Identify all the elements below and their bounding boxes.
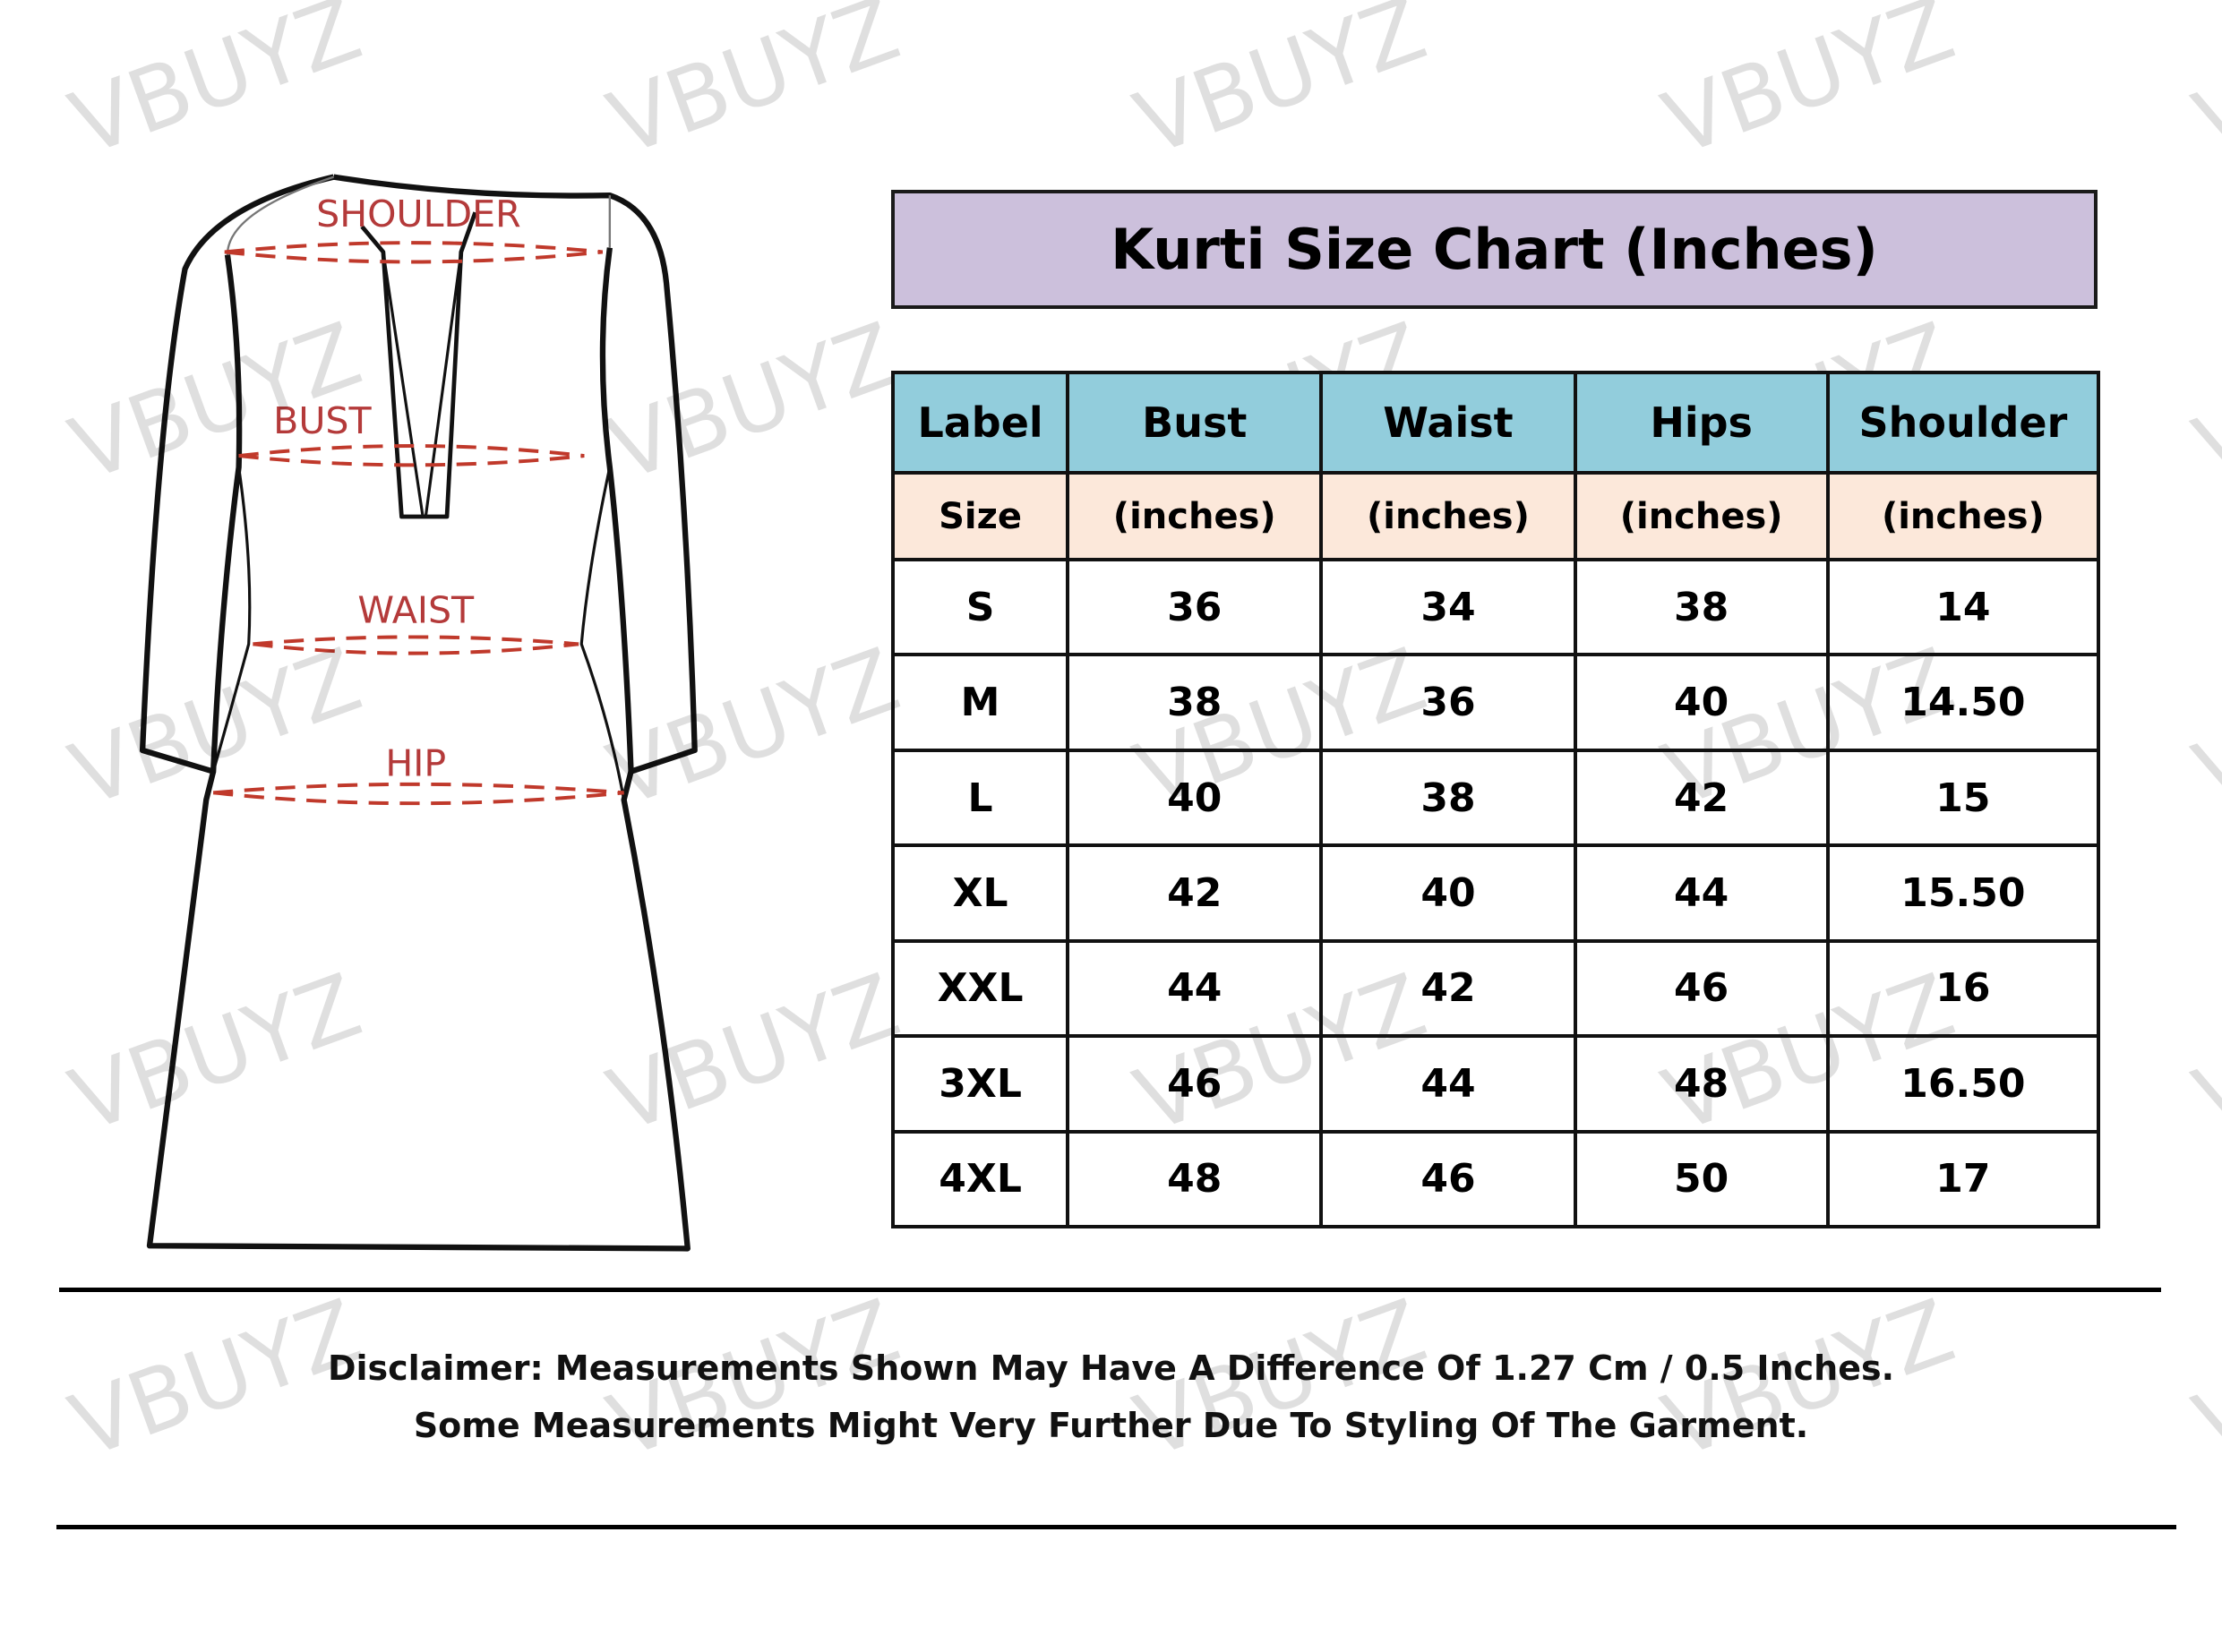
cell-shoulder: 15.50	[1825, 843, 2101, 943]
watermark-text: VBUYZ	[58, 954, 373, 1152]
shoulder-label: SHOULDER	[316, 193, 520, 235]
divider-bottom	[56, 1525, 2176, 1529]
measure-lines	[212, 241, 624, 806]
cell-waist: 46	[1319, 1129, 1577, 1229]
cell-bust: 38	[1066, 653, 1324, 752]
cell-waist: 44	[1319, 1034, 1577, 1134]
cell-hips: 42	[1573, 748, 1830, 848]
cell-waist: 34	[1319, 557, 1577, 657]
chart-title-box: Kurti Size Chart (Inches)	[891, 190, 2098, 309]
unit-bust: (inches)	[1066, 471, 1324, 561]
divider-top	[59, 1288, 2161, 1292]
cell-shoulder: 16	[1825, 938, 2101, 1039]
cell-bust: 36	[1066, 557, 1324, 657]
units-row: Size (inches) (inches) (inches) (inches)	[890, 471, 2101, 561]
watermark-text: VBUYZ	[1651, 0, 1967, 175]
hip-label: HIP	[385, 741, 446, 784]
waist-label: WAIST	[357, 589, 475, 632]
watermark-text: VBUYZ	[58, 304, 373, 501]
size-table: Label Bust Waist Hips Shoulder Size (inc…	[890, 370, 2101, 1229]
cell-waist: 36	[1319, 653, 1577, 752]
cell-waist: 38	[1319, 748, 1577, 848]
table-row: M 38 36 40 14.50	[890, 653, 2101, 752]
watermark-text: VBUYZ	[596, 0, 912, 175]
cell-size: XXL	[890, 938, 1070, 1039]
header-waist: Waist	[1319, 370, 1577, 475]
watermark-text: VBUYZ	[2183, 0, 2222, 175]
cell-bust: 48	[1066, 1129, 1324, 1229]
watermark-text: VBUYZ	[1123, 0, 1438, 175]
watermark-text: VBUYZ	[596, 629, 912, 827]
chart-title: Kurti Size Chart (Inches)	[1111, 217, 1878, 282]
cell-size: S	[890, 557, 1070, 657]
cell-waist: 42	[1319, 938, 1577, 1039]
header-shoulder: Shoulder	[1825, 370, 2101, 475]
table-row: S 36 34 38 14	[890, 557, 2101, 657]
cell-hips: 50	[1573, 1129, 1830, 1229]
cell-bust: 40	[1066, 748, 1324, 848]
bust-label: BUST	[273, 399, 372, 442]
cell-shoulder: 17	[1825, 1129, 2101, 1229]
cell-shoulder: 15	[1825, 748, 2101, 848]
watermark-text: VBUYZ	[58, 629, 373, 827]
kurti-outline	[139, 174, 698, 1252]
watermark-text: VBUYZ	[2183, 954, 2222, 1152]
cell-size: 3XL	[890, 1034, 1070, 1134]
header-row: Label Bust Waist Hips Shoulder	[890, 370, 2101, 475]
cell-size: XL	[890, 843, 1070, 943]
disclaimer-line-1: Disclaimer: Measurements Shown May Have …	[327, 1348, 1895, 1388]
unit-waist: (inches)	[1319, 471, 1577, 561]
header-bust: Bust	[1066, 370, 1324, 475]
cell-hips: 46	[1573, 938, 1830, 1039]
cell-hips: 44	[1573, 843, 1830, 943]
header-label: Label	[890, 370, 1070, 475]
cell-shoulder: 16.50	[1825, 1034, 2101, 1134]
watermark-text: VBUYZ	[596, 304, 912, 501]
unit-shoulder: (inches)	[1825, 471, 2101, 561]
cell-size: 4XL	[890, 1129, 1070, 1229]
watermark-text: VBUYZ	[596, 954, 912, 1152]
table-row: L 40 38 42 15	[890, 748, 2101, 848]
header-hips: Hips	[1573, 370, 1830, 475]
table-row: XXL 44 42 46 16	[890, 938, 2101, 1039]
table-row: XL 42 40 44 15.50	[890, 843, 2101, 943]
cell-hips: 40	[1573, 653, 1830, 752]
unit-size: Size	[890, 471, 1070, 561]
watermark-text: VBUYZ	[58, 0, 373, 175]
watermark-text: VBUYZ	[2183, 304, 2222, 501]
table-row: 3XL 46 44 48 16.50	[890, 1034, 2101, 1134]
cell-hips: 38	[1573, 557, 1830, 657]
cell-waist: 40	[1319, 843, 1577, 943]
cell-shoulder: 14.50	[1825, 653, 2101, 752]
disclaimer-line-2: Some Measurements Might Very Further Due…	[413, 1406, 1809, 1445]
unit-hips: (inches)	[1573, 471, 1830, 561]
watermark-text: VBUYZ	[2183, 629, 2222, 827]
cell-shoulder: 14	[1825, 557, 2101, 657]
table-row: 4XL 48 46 50 17	[890, 1129, 2101, 1229]
cell-bust: 46	[1066, 1034, 1324, 1134]
cell-size: L	[890, 748, 1070, 848]
cell-size: M	[890, 653, 1070, 752]
cell-hips: 48	[1573, 1034, 1830, 1134]
cell-bust: 42	[1066, 843, 1324, 943]
cell-bust: 44	[1066, 938, 1324, 1039]
